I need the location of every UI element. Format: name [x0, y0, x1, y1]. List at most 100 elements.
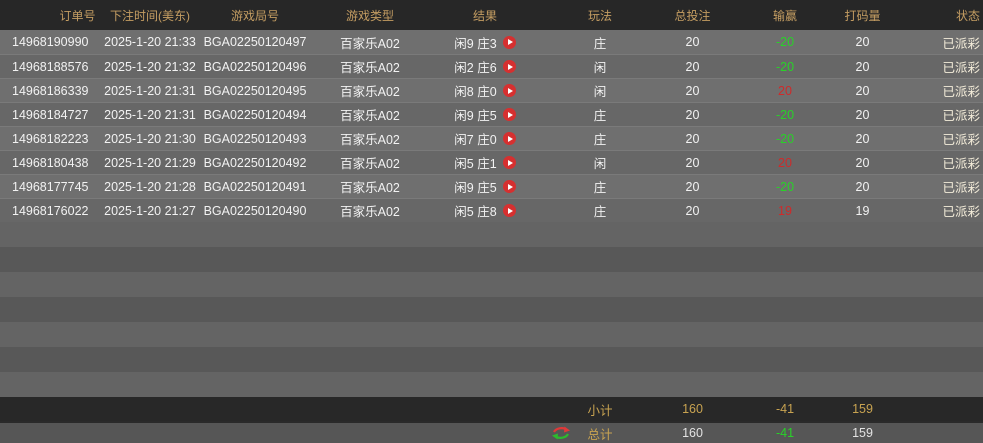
- play-triangle: [507, 111, 513, 118]
- subtotal-label: 小计: [587, 403, 613, 418]
- turnover: 20: [855, 131, 870, 146]
- result-cell: 闲8 庄0: [420, 79, 550, 102]
- play-icon[interactable]: [502, 132, 516, 145]
- table-row: 14968180438 2025-1-20 21:29 BGA022501204…: [0, 150, 983, 174]
- result-cell: 闲9 庄5: [420, 175, 550, 198]
- play-triangle: [507, 39, 513, 45]
- total-bet: 20: [685, 83, 700, 98]
- win-loss: -20: [775, 131, 795, 146]
- round-id: BGA02250120491: [203, 179, 307, 194]
- bet-time: 2025-1-20 21:27: [104, 203, 196, 218]
- bet-time: 2025-1-20 21:33: [104, 35, 196, 49]
- status: 已派彩: [942, 36, 980, 51]
- win-loss: 19: [778, 203, 792, 218]
- win-loss: -20: [775, 107, 795, 122]
- result-text: 闲2 庄6: [454, 61, 497, 75]
- subtotal-row: 小计 160 -41 159: [0, 397, 983, 421]
- col-header-play-type: 玩法: [587, 8, 612, 23]
- table-row: 14968186339 2025-1-20 21:31 BGA022501204…: [0, 78, 983, 102]
- status: 已派彩: [942, 157, 980, 171]
- status: 已派彩: [942, 85, 980, 99]
- play-type: 庄: [593, 205, 607, 219]
- play-triangle: [507, 183, 513, 190]
- col-header-status: 状态: [955, 8, 980, 23]
- result-cell: 闲2 庄6: [420, 55, 550, 78]
- order-id: 14968176022: [12, 203, 89, 218]
- game-type: 百家乐A02: [340, 133, 400, 147]
- status: 已派彩: [942, 109, 980, 123]
- result-cell: 闲7 庄0: [420, 127, 550, 150]
- round-id: BGA02250120493: [203, 131, 307, 146]
- round-id: BGA02250120495: [203, 83, 307, 98]
- bet-time: 2025-1-20 21:29: [104, 155, 196, 170]
- game-type: 百家乐A02: [340, 181, 400, 195]
- win-loss: 20: [778, 83, 792, 98]
- subtotal-total-bet: 160: [682, 402, 703, 416]
- empty-row: [0, 297, 983, 322]
- order-id: 14968180438: [12, 155, 89, 170]
- play-triangle: [507, 135, 513, 142]
- bet-time: 2025-1-20 21:28: [104, 179, 196, 194]
- total-turnover: 159: [852, 426, 873, 440]
- col-header-order-id: 订单号: [59, 8, 96, 23]
- win-loss: 20: [778, 155, 792, 170]
- play-icon[interactable]: [502, 35, 516, 49]
- total-bet: 20: [685, 35, 700, 49]
- turnover: 20: [855, 83, 870, 98]
- play-type: 庄: [593, 181, 607, 195]
- subtotal-turnover: 159: [852, 402, 873, 416]
- play-triangle: [507, 87, 513, 94]
- col-header-total-bet: 总投注: [674, 8, 711, 23]
- table-row: 14968182223 2025-1-20 21:30 BGA022501204…: [0, 126, 983, 150]
- round-id: BGA02250120490: [203, 203, 307, 218]
- turnover: 20: [855, 35, 870, 49]
- result-text: 闲5 庄1: [454, 157, 497, 171]
- subtotal-win-loss: -41: [775, 402, 795, 416]
- order-id: 14968177745: [12, 179, 89, 194]
- status: 已派彩: [942, 205, 980, 219]
- bet-time: 2025-1-20 21:31: [104, 83, 196, 98]
- play-icon[interactable]: [502, 84, 516, 97]
- play-triangle: [507, 207, 513, 214]
- table-header: 订单号 下注时间(美东) 游戏局号 游戏类型 结果 玩法 总投注 输赢 打码量 …: [0, 0, 983, 30]
- table-row: 14968190990 2025-1-20 21:33 BGA022501204…: [0, 30, 983, 54]
- play-type: 庄: [593, 133, 607, 147]
- empty-row: [0, 372, 983, 397]
- result-text: 闲9 庄5: [454, 109, 497, 123]
- play-icon[interactable]: [502, 108, 516, 121]
- turnover: 20: [855, 107, 870, 122]
- win-loss: -20: [775, 179, 795, 194]
- status: 已派彩: [942, 61, 980, 75]
- total-bet: 20: [685, 179, 700, 194]
- play-triangle: [507, 159, 513, 166]
- turnover: 20: [855, 155, 870, 170]
- order-id: 14968190990: [12, 35, 89, 49]
- turnover: 19: [855, 203, 870, 218]
- game-type: 百家乐A02: [340, 85, 400, 99]
- turnover: 20: [855, 179, 870, 194]
- status: 已派彩: [942, 181, 980, 195]
- game-type: 百家乐A02: [340, 61, 400, 75]
- play-icon[interactable]: [502, 156, 516, 169]
- result-text: 闲5 庄8: [454, 205, 497, 219]
- play-icon[interactable]: [502, 204, 516, 217]
- empty-row: [0, 322, 983, 347]
- win-loss: -20: [775, 59, 795, 74]
- col-header-turnover: 打码量: [844, 8, 881, 23]
- bet-time: 2025-1-20 21:32: [104, 59, 196, 74]
- play-icon[interactable]: [502, 180, 516, 193]
- order-id: 14968188576: [12, 59, 89, 74]
- play-type: 闲: [593, 61, 607, 75]
- swap-refresh-icon[interactable]: [552, 426, 570, 440]
- play-triangle: [507, 63, 513, 70]
- status: 已派彩: [942, 133, 980, 147]
- table-row: 14968177745 2025-1-20 21:28 BGA022501204…: [0, 174, 983, 198]
- total-bet: 20: [685, 107, 700, 122]
- result-cell: 闲5 庄8: [420, 199, 550, 222]
- result-text: 闲9 庄5: [454, 181, 497, 195]
- play-icon[interactable]: [502, 60, 516, 73]
- play-type: 闲: [593, 157, 607, 171]
- total-bet: 20: [685, 59, 700, 74]
- round-id: BGA02250120496: [203, 59, 307, 74]
